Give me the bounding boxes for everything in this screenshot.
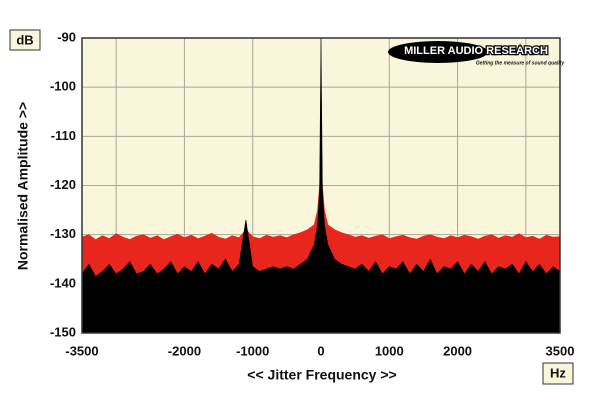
x-tick-label: -3500 [65, 343, 98, 358]
logo: MILLER AUDIO RESEARCH Getting the measur… [388, 41, 564, 66]
plot-frame [81, 37, 561, 334]
logo-ellipse [388, 41, 488, 63]
x-tick-label: 3500 [546, 343, 575, 358]
x-tick-label: 0 [317, 343, 324, 358]
y-unit: dB [16, 32, 33, 47]
logo-tagline: Getting the measure of sound quality [476, 60, 565, 66]
y-tick-label: -110 [51, 128, 76, 143]
x-unit: Hz [550, 365, 566, 380]
x-tick-label: 1000 [375, 343, 404, 358]
y-tick-label: -150 [50, 324, 76, 339]
y-tick-label: -90 [57, 29, 76, 44]
logo-text: MILLER AUDIO RESEARCH [404, 45, 548, 57]
y-tick-label: -100 [50, 79, 76, 94]
y-axis-title: Normalised Amplitude >> [15, 102, 31, 270]
marks [81, 37, 561, 334]
y-tick-label: -140 [50, 275, 76, 290]
x-tick-label: -2000 [168, 343, 201, 358]
y-tick-label: -120 [50, 177, 76, 192]
x-unit-box [542, 362, 574, 385]
spectrum-area [81, 37, 561, 334]
x-tick-label: -1000 [236, 343, 269, 358]
x-tick-label: 2000 [443, 343, 472, 358]
x-axis-title: << Jitter Frequency >> [247, 367, 396, 383]
y-tick-label: -130 [50, 226, 76, 241]
y-unit-box [9, 29, 41, 51]
